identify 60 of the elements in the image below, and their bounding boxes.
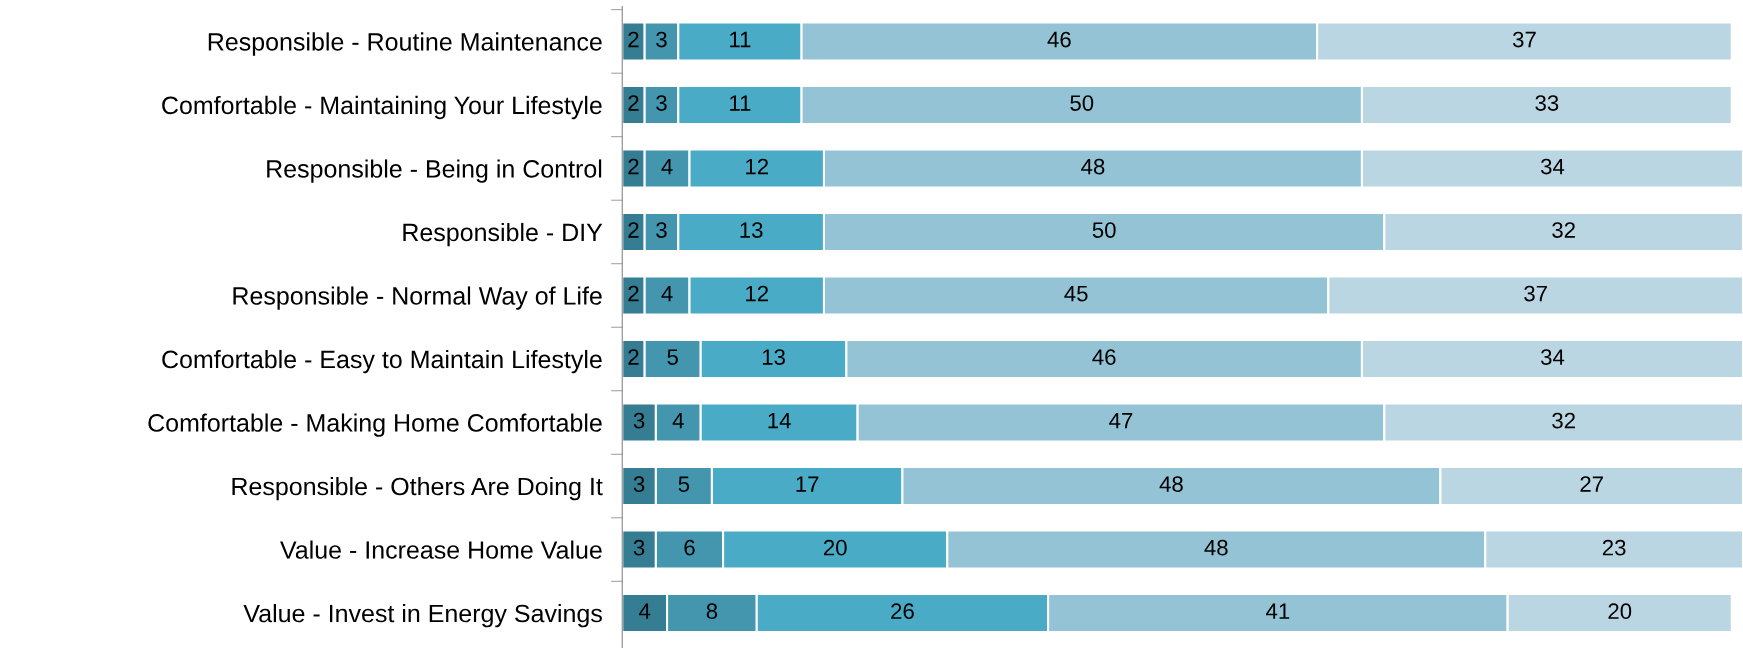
data-label: 41 <box>1266 603 1290 619</box>
data-label: 48 <box>1159 476 1183 492</box>
data-label: 26 <box>891 603 914 620</box>
data-label: 48 <box>1081 158 1105 175</box>
data-label: 5 <box>667 349 678 365</box>
data-label: 3 <box>656 31 667 48</box>
data-label: 34 <box>1540 349 1565 365</box>
data-label: 37 <box>1512 31 1536 48</box>
data-label: 11 <box>730 95 751 111</box>
data-label: 14 <box>768 412 791 429</box>
y-tick-label: Responsible - Others Are Doing It <box>232 476 603 501</box>
y-tick-label: Value - Invest in Energy Savings <box>243 604 602 628</box>
data-label: 3 <box>633 539 645 556</box>
data-label: 3 <box>633 412 645 429</box>
data-label: 4 <box>661 285 673 302</box>
data-label: 13 <box>762 349 785 365</box>
data-label: 48 <box>1204 539 1228 556</box>
data-label: 12 <box>746 285 768 302</box>
y-tick-label: Responsible - DIY <box>403 222 603 247</box>
data-label: 8 <box>706 603 718 620</box>
data-label: 6 <box>684 539 695 556</box>
data-label: 3 <box>633 476 645 492</box>
data-label: 46 <box>1047 31 1071 48</box>
data-label: 4 <box>661 158 673 175</box>
data-label: 50 <box>1092 222 1116 238</box>
y-tick-label: Comfortable - Maintaining Your Lifestyle <box>162 95 602 120</box>
data-label: 2 <box>628 31 639 48</box>
data-label: 46 <box>1092 349 1116 365</box>
data-label: 33 <box>1535 95 1559 111</box>
data-label: 2 <box>628 285 639 302</box>
data-label: 5 <box>678 476 690 492</box>
data-label: 34 <box>1540 158 1565 175</box>
data-label: 11 <box>730 31 751 48</box>
y-tick-label: Responsible - Normal Way of Life <box>233 286 602 310</box>
data-label: 4 <box>639 603 651 619</box>
data-label: 27 <box>1580 476 1603 492</box>
data-label: 2 <box>628 222 639 238</box>
y-tick-label: Responsible - Being in Control <box>267 159 602 183</box>
data-label: 2 <box>628 95 639 111</box>
data-label: 32 <box>1552 412 1575 429</box>
data-label: 3 <box>656 95 667 111</box>
data-label: 45 <box>1064 285 1088 302</box>
y-tick-label: Comfortable - Making Home Comfortable <box>148 413 602 437</box>
data-label: 17 <box>796 476 819 492</box>
y-tick-label: Responsible - Routine Maintenance <box>208 32 602 56</box>
data-label: 32 <box>1552 222 1575 238</box>
data-label: 2 <box>628 349 639 365</box>
data-label: 13 <box>740 222 763 238</box>
data-label: 4 <box>672 412 684 429</box>
data-label: 20 <box>823 539 847 556</box>
y-tick-label: Value - Increase Home Value <box>280 540 602 559</box>
data-label: 12 <box>746 158 768 175</box>
data-label: 47 <box>1109 412 1133 429</box>
data-label: 23 <box>1602 539 1626 556</box>
y-tick-label: Comfortable - Easy to Maintain Lifestyle <box>162 349 602 374</box>
data-label: 2 <box>628 158 639 175</box>
data-label: 20 <box>1608 603 1632 620</box>
data-label: 50 <box>1070 95 1094 111</box>
data-label: 37 <box>1524 285 1547 302</box>
data-label: 3 <box>656 222 667 238</box>
